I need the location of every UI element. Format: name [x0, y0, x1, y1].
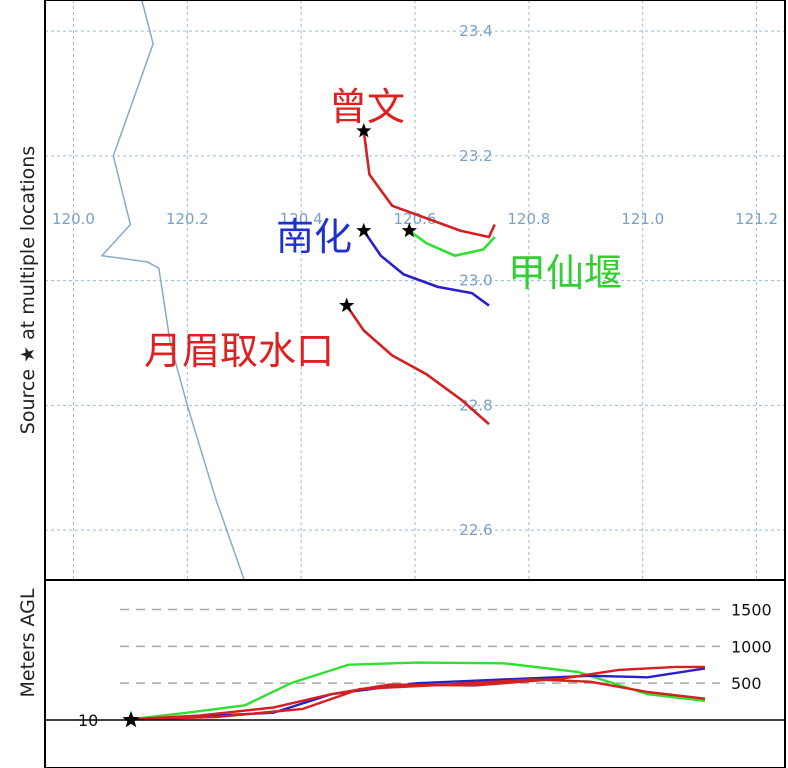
height-y-axis-label: Meters AGL — [17, 588, 39, 697]
height-line — [129, 661, 706, 721]
coastline — [100, 0, 245, 581]
map-grid — [45, 0, 785, 580]
y-tick-label: 23.4 — [459, 22, 492, 40]
trajectory-line — [408, 229, 496, 257]
height-line — [129, 667, 706, 721]
place-label: 月眉取水口 — [144, 329, 334, 373]
source-star — [356, 123, 372, 138]
place-label: 南化 — [276, 215, 352, 259]
height-start-marker: 10 — [78, 711, 140, 730]
reference-label: 500 — [731, 674, 762, 693]
x-tick-label: 120.4 — [280, 210, 323, 228]
height-line — [129, 665, 705, 721]
reference-label: 1000 — [731, 637, 772, 656]
start-height-label: 10 — [78, 711, 98, 730]
x-tick-label: 120.2 — [166, 210, 209, 228]
trajectory-line — [362, 130, 496, 239]
x-tick-label: 120.0 — [52, 210, 95, 228]
source-stars — [339, 123, 417, 313]
x-tick-label: 121.2 — [735, 210, 778, 228]
map-y-axis-label: Source ★ at multiple locations — [17, 146, 39, 434]
x-tick-label: 120.8 — [507, 210, 550, 228]
y-tick-label: 23.2 — [459, 147, 492, 165]
y-tick-label: 22.6 — [459, 521, 492, 539]
coastline-path — [100, 0, 245, 581]
source-star — [339, 297, 355, 313]
trajectory-line — [345, 304, 490, 426]
y-tick-label: 23.0 — [459, 272, 492, 290]
x-tick-label: 121.0 — [621, 210, 664, 228]
reference-label: 1500 — [731, 600, 772, 619]
y-tick-label: 22.8 — [459, 396, 492, 414]
height-reference-lines: 1500 1000 500 — [120, 600, 772, 693]
height-line — [129, 678, 706, 721]
start-star — [122, 711, 140, 728]
map-tick-labels: 120.0 120.2 120.4 120.6 120.8 121.0 121.2 22.6 2… — [52, 22, 778, 539]
source-star — [401, 222, 417, 238]
place-label: 曾文 — [329, 85, 405, 129]
height-trajectories — [129, 661, 706, 721]
map-trajectories — [345, 130, 496, 426]
trajectory-line — [362, 230, 490, 307]
place-label: 甲仙堰 — [508, 251, 622, 295]
source-star — [356, 222, 372, 238]
height-frame — [44, 579, 786, 768]
x-tick-label: 120.6 — [394, 210, 437, 228]
